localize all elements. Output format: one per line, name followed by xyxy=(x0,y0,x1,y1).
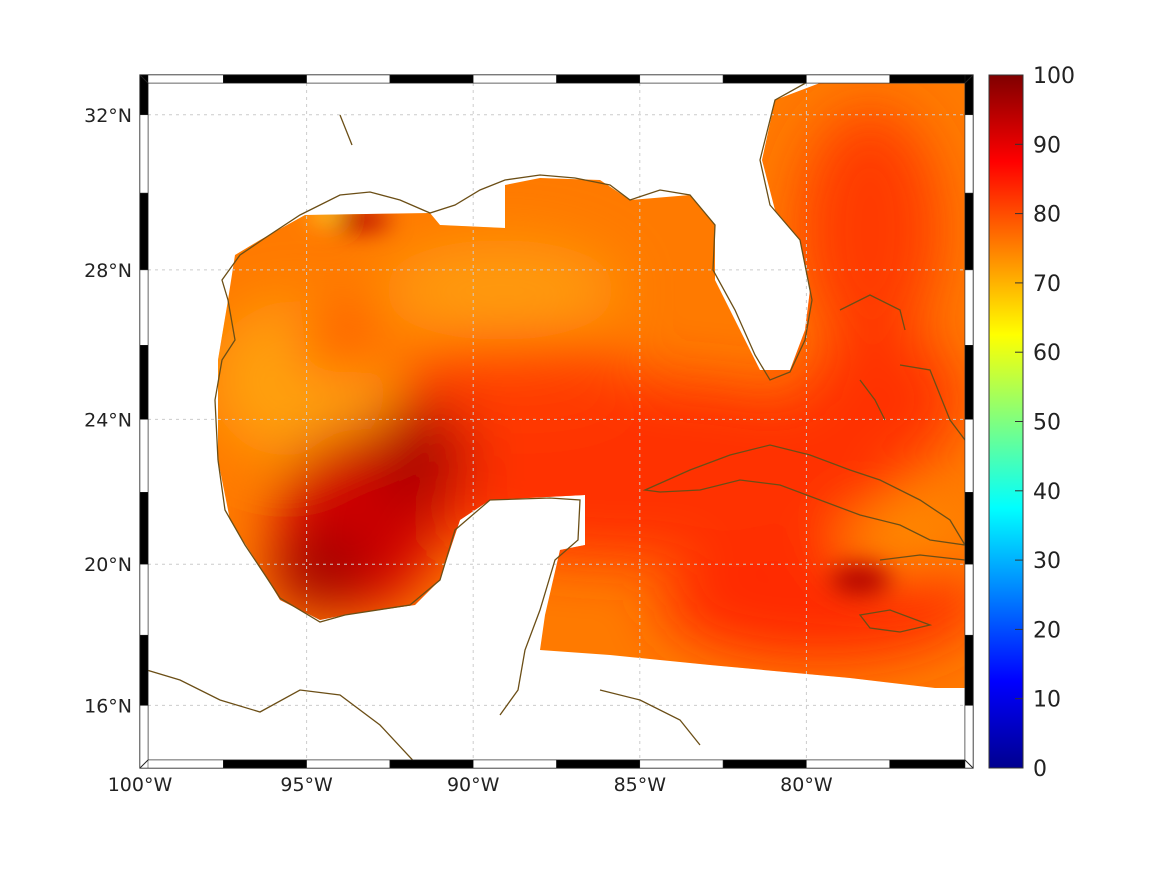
colorbar-tick-label: 60 xyxy=(1033,341,1061,366)
lat-tick-label: 16°N xyxy=(84,695,132,717)
frame-corner xyxy=(964,74,974,84)
frame-stripe xyxy=(389,759,474,769)
colorbar-tick-label: 80 xyxy=(1033,203,1061,228)
gridlines xyxy=(148,83,965,760)
frame-stripe xyxy=(964,563,974,636)
frame-stripe xyxy=(139,74,149,116)
frame-stripe xyxy=(556,759,641,769)
frame-stripe xyxy=(639,759,724,769)
frame-stripe xyxy=(806,74,890,84)
frame-stripe xyxy=(223,74,307,84)
colorbar-tick-label: 10 xyxy=(1033,688,1061,713)
lon-tick-label: 85°W xyxy=(614,774,667,796)
frame-stripe xyxy=(556,74,641,84)
frame-stripe xyxy=(639,74,724,84)
coastlines xyxy=(139,74,967,769)
longitude-ticks: 100°W 95°W 90°W 85°W 80°W xyxy=(108,774,833,796)
frame-stripe xyxy=(964,345,974,420)
frame-stripe xyxy=(964,114,974,194)
lon-tick-label: 90°W xyxy=(447,774,500,796)
frame-stripe xyxy=(722,74,807,84)
colorbar-tick-label: 20 xyxy=(1033,618,1061,643)
frame-stripe xyxy=(139,74,224,84)
frame-stripe xyxy=(139,705,149,769)
frame-corner xyxy=(964,759,974,769)
colorbar-tick-label: 100 xyxy=(1033,64,1075,89)
frame-stripe xyxy=(964,419,974,493)
frame-stripe xyxy=(964,269,974,346)
colorbar-ticks: 0 10 20 30 40 50 60 70 80 90 100 xyxy=(1015,64,1075,782)
latitude-ticks: 32°N 28°N 24°N 20°N 16°N xyxy=(84,105,132,718)
frame-corner xyxy=(139,759,149,769)
lon-tick-label: 95°W xyxy=(280,774,333,796)
colorbar-tick-label: 0 xyxy=(1033,757,1047,782)
frame-stripe xyxy=(139,114,149,194)
frame-stripe xyxy=(139,345,149,420)
frame-stripe xyxy=(806,759,890,769)
frame-stripe xyxy=(139,492,149,565)
frame-stripe xyxy=(964,74,974,116)
frame-stripe xyxy=(964,705,974,769)
lat-tick-label: 20°N xyxy=(84,554,132,576)
frame-stripe xyxy=(472,759,557,769)
colorbar-tick-label: 90 xyxy=(1033,133,1061,158)
frame-stripe xyxy=(964,634,974,706)
colorbar-tick-label: 70 xyxy=(1033,272,1061,297)
map-frame xyxy=(139,74,974,769)
frame-stripe xyxy=(139,759,224,769)
frame-stripe xyxy=(472,74,557,84)
lat-tick-label: 24°N xyxy=(84,409,132,431)
frame-stripe xyxy=(389,74,474,84)
frame-stripe xyxy=(139,192,149,271)
frame-stripe xyxy=(889,759,974,769)
frame-stripe xyxy=(139,634,149,706)
frame-stripe xyxy=(889,74,974,84)
frame-stripe xyxy=(139,563,149,636)
lat-tick-label: 28°N xyxy=(84,260,132,282)
lon-tick-label: 100°W xyxy=(108,774,173,796)
colorbar-tick-label: 50 xyxy=(1033,411,1061,436)
colorbar-tick-label: 30 xyxy=(1033,549,1061,574)
frame-stripe xyxy=(964,492,974,565)
frame-corner xyxy=(139,74,149,84)
lat-tick-label: 32°N xyxy=(84,105,132,127)
frame-stripe xyxy=(306,74,391,84)
frame-stripe xyxy=(306,759,391,769)
frame-stripe xyxy=(139,419,149,493)
frame-stripe xyxy=(964,192,974,271)
frame-stripe xyxy=(722,759,807,769)
colorbar-tick-label: 40 xyxy=(1033,480,1061,505)
frame-stripe xyxy=(139,269,149,346)
frame-stripe xyxy=(223,759,307,769)
lon-tick-label: 80°W xyxy=(780,774,833,796)
heatmap-field xyxy=(218,83,965,688)
